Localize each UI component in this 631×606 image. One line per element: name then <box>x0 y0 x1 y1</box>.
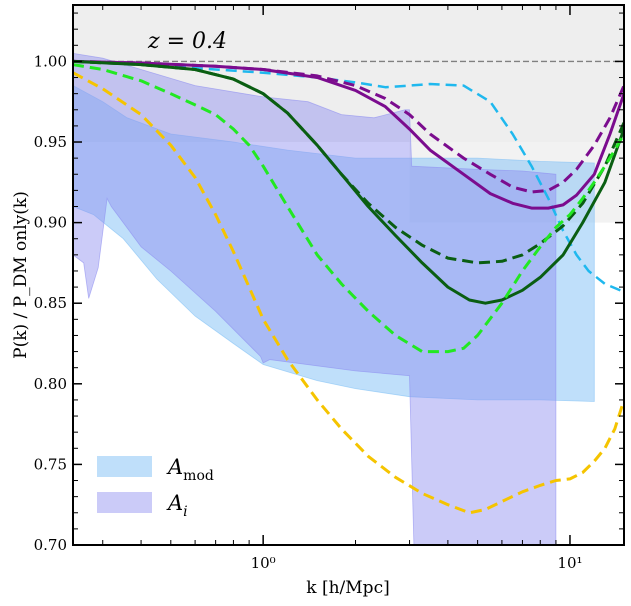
shaded-region-top-gray <box>73 5 624 142</box>
legend-label-a-mod-sub: mod <box>183 468 214 484</box>
legend-label-a-mod: Amod <box>166 455 214 484</box>
legend-label-a-i-main: A <box>166 491 183 515</box>
series-cyan-dashed <box>73 60 624 294</box>
legend-label-a-mod-main: A <box>166 455 183 479</box>
y-axis-label: P(k) / P_DM only(k) <box>11 191 31 359</box>
y-tick-label: 0.75 <box>34 455 67 473</box>
series-darkgreen-dashed <box>73 59 624 265</box>
series-lightgreen-dashed <box>73 63 624 354</box>
y-tick-label: 0.90 <box>34 214 67 232</box>
x-tick-label: 10¹ <box>557 554 582 572</box>
y-tick-label: 1.00 <box>34 52 67 70</box>
axis-ticks <box>73 5 624 546</box>
series-lines <box>73 59 624 515</box>
tick-labels: 0.70 0.75 0.80 0.85 0.90 0.95 1.00 10⁰ 10¹ <box>34 52 583 572</box>
y-tick-label: 0.70 <box>34 536 67 554</box>
legend: Amod Ai <box>97 455 214 520</box>
series-yellow-dashed <box>73 71 624 515</box>
legend-label-a-i: Ai <box>166 491 188 520</box>
plot-frame <box>72 4 625 546</box>
legend-label-a-i-sub: i <box>183 504 187 520</box>
y-tick-label: 0.95 <box>34 133 67 151</box>
x-tick-label: 10⁰ <box>251 554 276 572</box>
y-tick-label: 0.80 <box>34 375 67 393</box>
legend-swatch-a-mod <box>97 456 152 477</box>
band-a-mod <box>73 85 595 402</box>
series-purple-dashed <box>73 59 624 194</box>
y-tick-label: 0.85 <box>34 294 67 312</box>
legend-swatch-a-i <box>97 492 152 513</box>
x-axis-label: k [h/Mpc] <box>306 578 389 598</box>
redshift-annotation: z = 0.4 <box>147 29 227 54</box>
